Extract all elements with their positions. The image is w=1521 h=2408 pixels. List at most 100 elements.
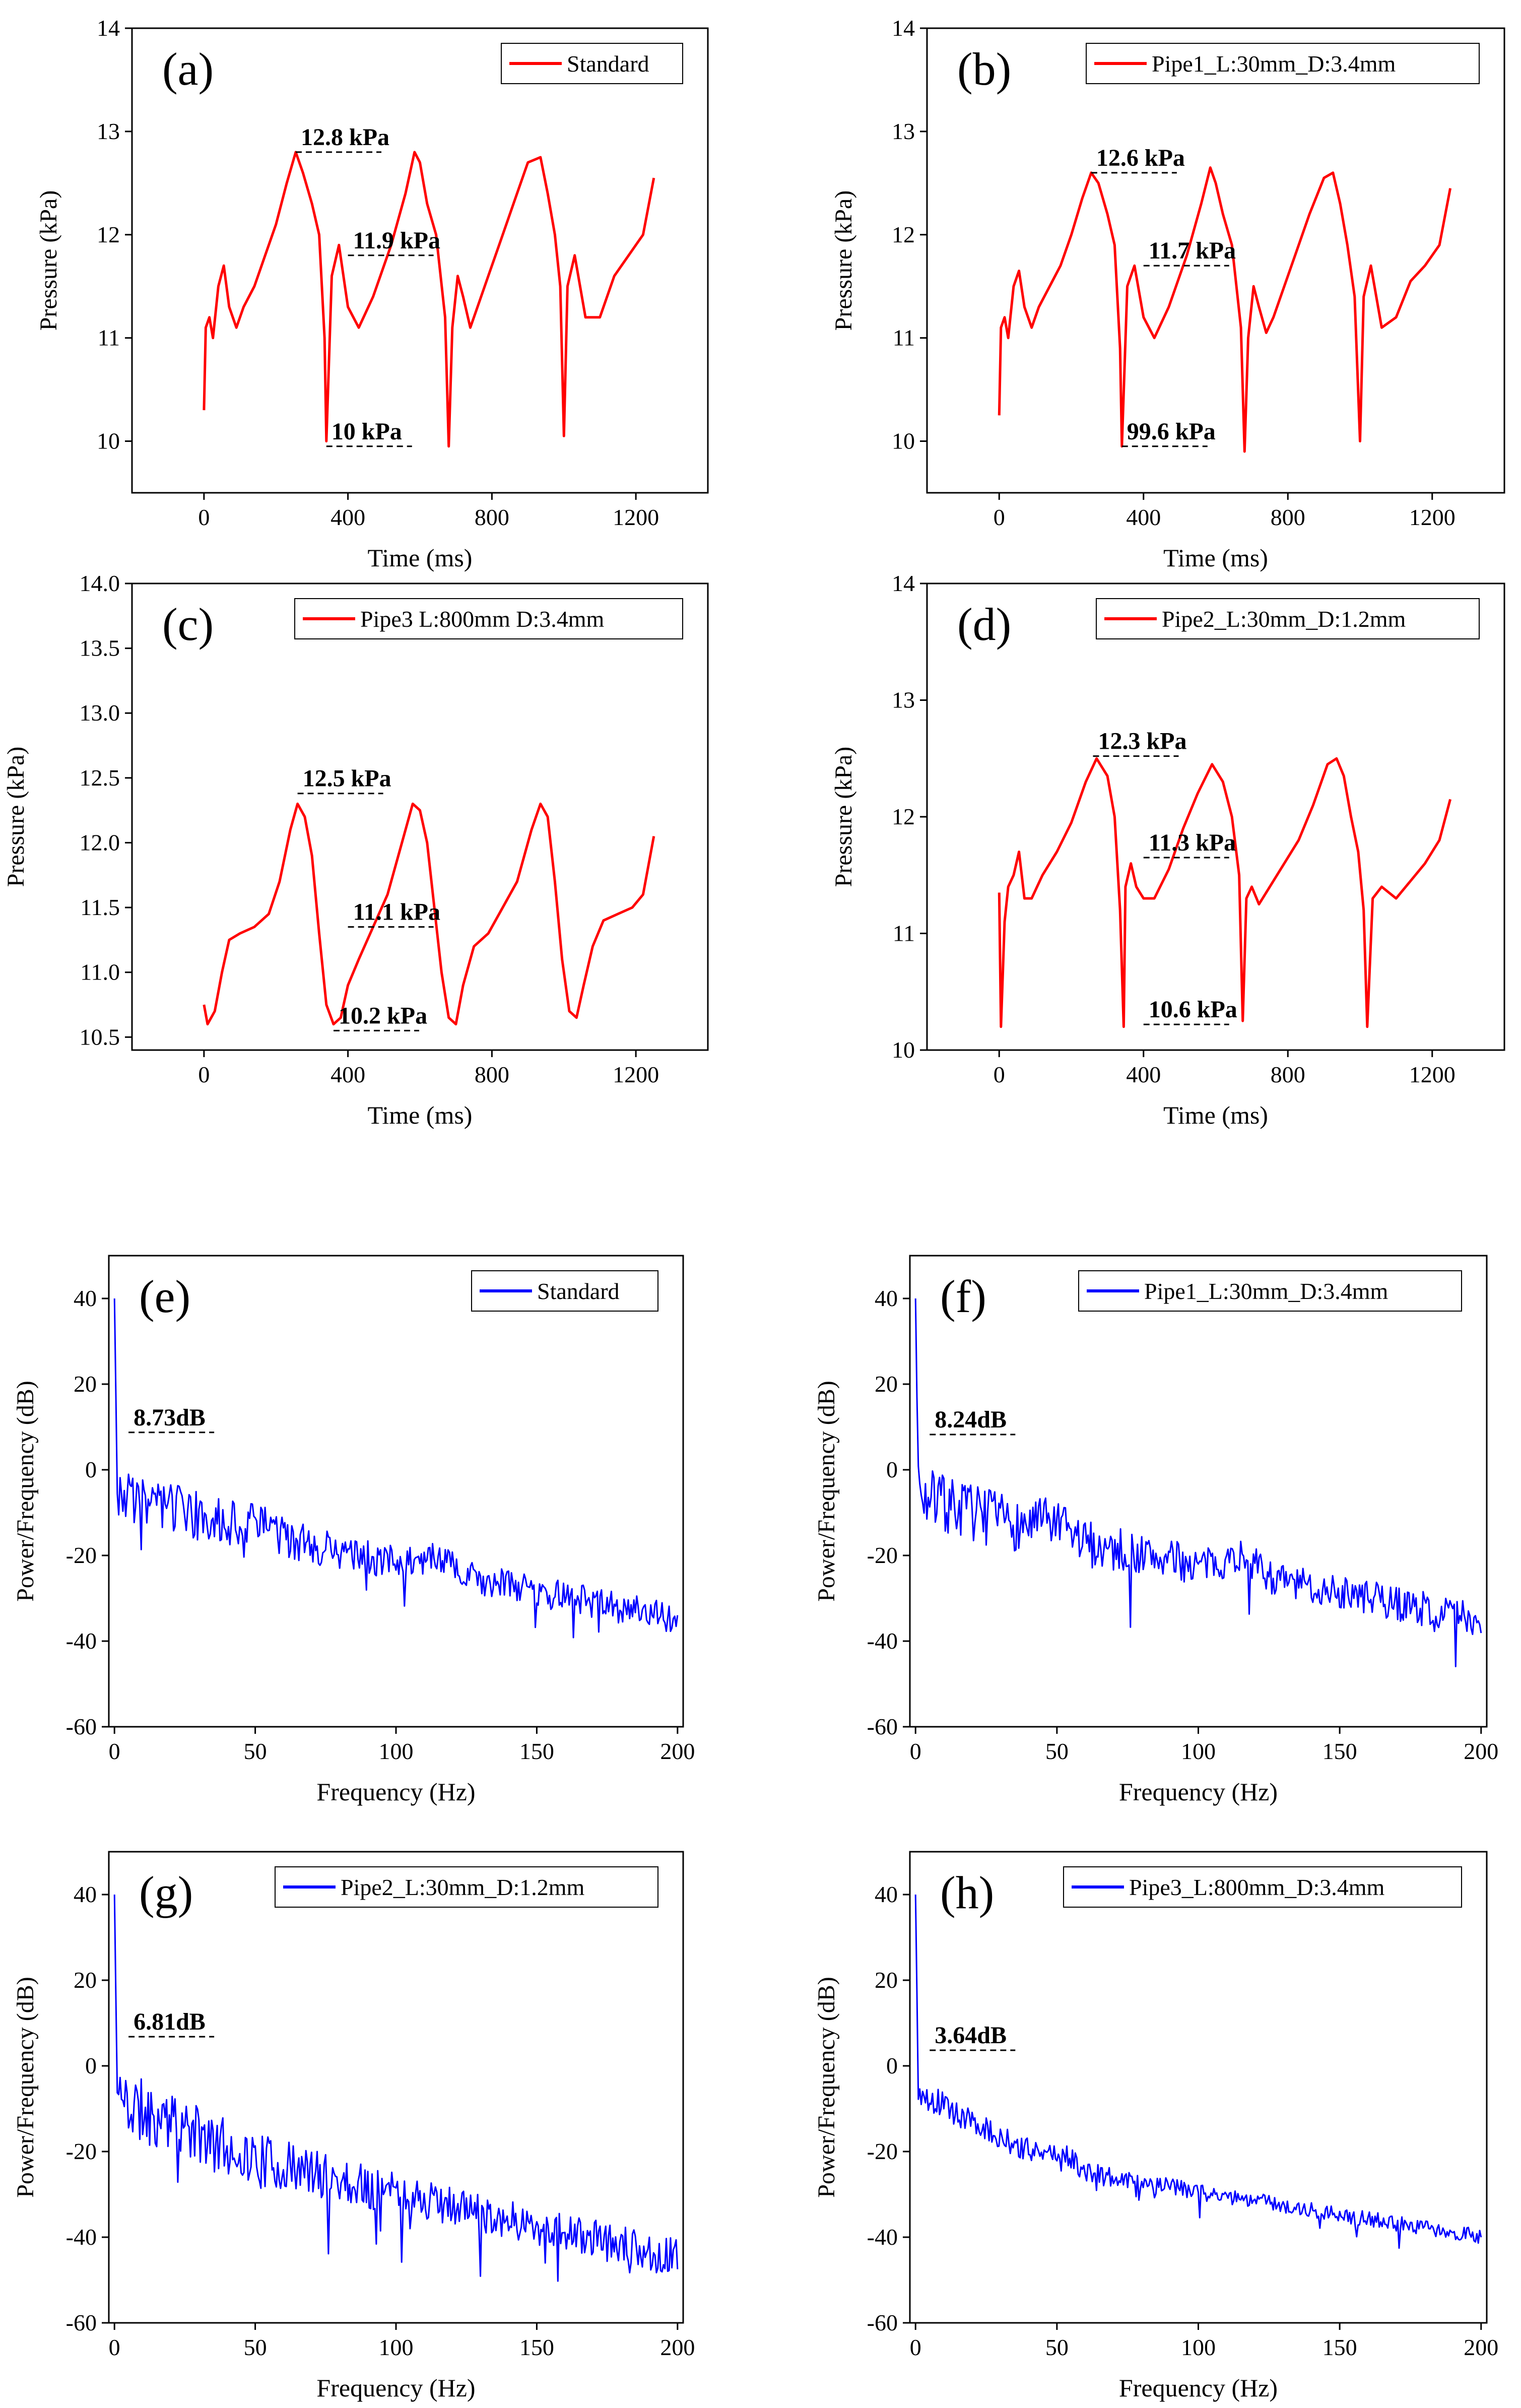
legend-entry: Pipe3 L:800mm D:3.4mm [360, 606, 605, 632]
x-tick-label: 200 [660, 2334, 695, 2360]
y-tick-label: 20 [74, 1371, 97, 1397]
y-tick-label: -20 [66, 2138, 97, 2164]
panel-label: (h) [940, 1867, 994, 1918]
x-tick-label: 800 [1271, 504, 1305, 530]
y-tick-label: 0 [85, 1457, 97, 1482]
plot-frame [926, 27, 1505, 494]
annotation-label: 10 kPa [332, 418, 402, 445]
x-tick-label: 150 [1322, 1738, 1357, 1764]
x-axis-label: Time (ms) [368, 544, 473, 572]
legend-box [1063, 1866, 1462, 1908]
annotation-label: 99.6 kPa [1127, 418, 1216, 445]
x-tick-label: 0 [910, 1738, 921, 1764]
chart-panel-f: 0 50 100 150 200 -60 -40 -20 0 20 40 Frequency (Hz)… [813, 1255, 1498, 1806]
plot-frame [131, 582, 709, 1051]
x-tick-label: 50 [1045, 1738, 1069, 1764]
y-tick-label: 13 [892, 118, 915, 144]
panel-label: (c) [162, 599, 214, 650]
chart-panel-d: 0 400 800 1200 10 11 12 13 14 Time (ms) Pressure (… [830, 570, 1505, 1129]
annotation-label: 8.73dB [134, 1404, 206, 1431]
series-line [203, 151, 655, 448]
x-tick-label: 400 [1126, 504, 1161, 530]
x-axis-label: Frequency (Hz) [1119, 2374, 1278, 2402]
annotation-label: 12.8 kPa [301, 124, 389, 151]
y-tick-label: 11 [98, 325, 120, 351]
x-axis-label: Frequency (Hz) [316, 1778, 475, 1806]
x-tick-label: 800 [1271, 1062, 1305, 1087]
chart-panel-h: 0 50 100 150 200 -60 -40 -20 0 20 40 Frequency (Hz)… [813, 1851, 1498, 2402]
y-tick-label: 12.0 [80, 829, 120, 855]
x-tick-label: 800 [475, 1062, 509, 1087]
y-axis-label: Power/Frequency (dB) [12, 1381, 39, 1602]
x-tick-label: 200 [1464, 2334, 1498, 2360]
x-tick-label: 100 [1181, 2334, 1216, 2360]
plot-frame [926, 582, 1505, 1051]
x-tick-label: 800 [475, 504, 509, 530]
y-tick-label: 12 [97, 222, 120, 247]
panel-label: (a) [162, 43, 214, 95]
plot-frame [909, 1851, 1488, 2324]
legend-entry: Pipe1_L:30mm_D:3.4mm [1152, 51, 1396, 77]
x-tick-label: 100 [379, 2334, 414, 2360]
series-line [914, 1894, 1482, 2249]
legend-entry: Pipe2_L:30mm_D:1.2mm [1162, 606, 1406, 632]
y-tick-label: 20 [875, 1371, 898, 1397]
x-tick-label: 50 [1045, 2334, 1069, 2360]
legend-entry: Standard [537, 1278, 620, 1304]
legend-entry: Pipe3_L:800mm_D:3.4mm [1129, 1874, 1385, 1900]
y-tick-label: 13.5 [80, 635, 120, 661]
x-axis-label: Frequency (Hz) [316, 2374, 475, 2402]
annotation-label: 12.5 kPa [303, 765, 391, 792]
x-tick-label: 100 [379, 1738, 414, 1764]
series-line [113, 1894, 679, 2282]
y-tick-label: -60 [66, 1714, 97, 1739]
annotation-label: 6.81dB [134, 2008, 206, 2035]
x-tick-label: 0 [994, 1062, 1005, 1087]
y-tick-label: 11.5 [80, 894, 120, 920]
x-tick-label: 0 [109, 2334, 120, 2360]
y-tick-label: -40 [867, 1628, 898, 1654]
annotation-label: 11.7 kPa [1149, 237, 1236, 264]
plot-frame [131, 27, 709, 494]
x-tick-label: 150 [1322, 2334, 1357, 2360]
y-axis-label: Pressure (kPa) [3, 747, 29, 887]
legend-box [275, 1866, 658, 1908]
x-tick-label: 400 [330, 1062, 365, 1087]
y-tick-label: -20 [66, 1542, 97, 1568]
series-line [998, 166, 1452, 453]
series-line [203, 802, 655, 1026]
y-tick-label: 12.5 [80, 765, 120, 791]
y-tick-label: 14 [892, 570, 915, 596]
legend-entry: Pipe2_L:30mm_D:1.2mm [341, 1874, 585, 1900]
y-tick-label: 10.5 [80, 1024, 120, 1050]
x-axis-label: Frequency (Hz) [1119, 1778, 1278, 1806]
legend-box [1078, 1270, 1462, 1312]
legend-entry: Pipe1_L:30mm_D:3.4mm [1144, 1278, 1388, 1304]
y-tick-label: 10 [892, 428, 915, 454]
y-axis-label: Pressure (kPa) [35, 190, 62, 331]
x-tick-label: 400 [1126, 1062, 1161, 1087]
panel-label: (e) [139, 1271, 190, 1322]
x-tick-label: 1200 [613, 504, 659, 530]
y-axis-label: Pressure (kPa) [830, 747, 857, 887]
chart-panel-c: 0 400 800 1200 10.5 11.0 11.5 12.0 12.5 13.0 13.5 1… [3, 570, 709, 1129]
y-tick-label: -20 [867, 2138, 898, 2164]
y-tick-label: 10 [892, 1037, 915, 1063]
plot-frame [108, 1851, 684, 2324]
annotation-label: 8.24dB [935, 1406, 1007, 1433]
chart-panel-a: 0 400 800 1200 10 11 12 13 14 Time (ms) Pressure (… [35, 15, 709, 572]
panel-label: (g) [139, 1867, 193, 1918]
y-tick-label: 0 [886, 2053, 898, 2078]
y-tick-label: 11 [893, 921, 915, 946]
series-line [113, 1298, 679, 1639]
chart-panel-g: 0 50 100 150 200 -60 -40 -20 0 20 40 Frequency (Hz)… [12, 1851, 695, 2402]
y-tick-label: 40 [74, 1285, 97, 1311]
x-tick-label: 50 [244, 1738, 267, 1764]
y-tick-label: 13 [97, 118, 120, 144]
annotation-label: 12.6 kPa [1096, 145, 1185, 171]
x-tick-label: 0 [198, 504, 210, 530]
x-axis-label: Time (ms) [1163, 544, 1268, 572]
x-tick-label: 1200 [613, 1062, 659, 1087]
annotation-label: 12.3 kPa [1098, 728, 1186, 755]
annotation-label: 11.1 kPa [353, 899, 440, 926]
